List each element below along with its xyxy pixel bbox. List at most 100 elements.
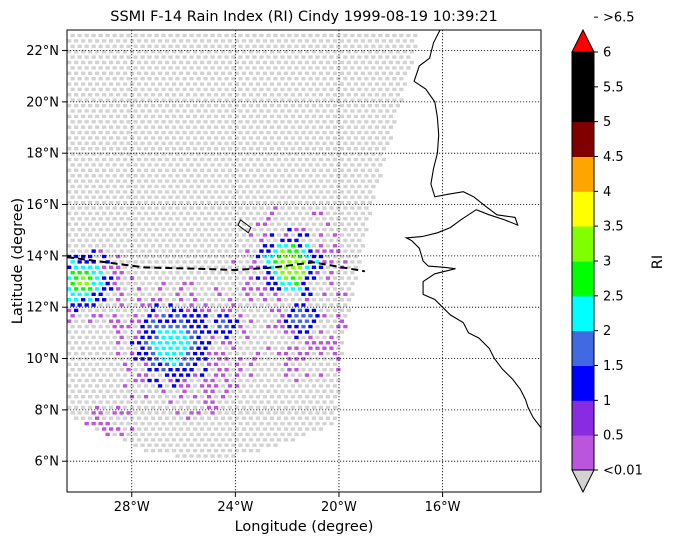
swath-pixel [329,217,334,221]
swath-pixel [189,152,194,156]
swath-pixel [157,157,163,162]
swath-pixel [273,335,278,340]
swath-pixel [329,174,334,178]
swath-pixel [287,314,292,318]
swath-pixel [336,314,341,318]
swath-pixel [346,103,351,108]
swath-pixel [122,157,128,162]
swath-pixel [245,227,250,232]
swath-pixel [206,200,212,205]
swath-pixel [102,147,107,151]
swath-pixel [109,298,114,302]
swath-pixel [311,265,317,269]
swath-pixel [175,378,180,383]
swath-pixel [245,152,250,156]
swath-pixel [95,427,100,431]
swath-pixel [350,163,355,167]
swath-pixel [259,77,264,81]
swath-pixel [262,308,268,313]
swath-pixel [192,60,198,65]
swath-pixel [252,335,257,340]
swath-pixel [220,50,226,54]
swath-pixel [102,373,107,377]
swath-pixel [276,147,282,151]
swath-pixel [105,109,110,113]
swath-pixel [276,233,282,237]
swath-pixel [182,66,187,70]
swath-pixel [227,39,233,43]
swath-pixel [336,303,341,307]
swath-pixel [318,395,324,399]
swath-pixel [325,351,331,356]
swath-pixel [206,308,212,313]
swath-pixel [224,77,229,81]
swath-pixel [234,114,240,119]
swath-pixel [224,443,229,447]
swath-pixel [109,254,114,259]
swath-pixel [126,357,131,361]
swath-pixel [234,308,240,313]
swath-pixel [308,400,313,404]
swath-pixel [388,136,393,140]
swath-pixel [364,174,369,178]
swath-pixel [196,378,201,383]
swath-pixel [325,200,331,205]
swath-pixel [343,152,348,156]
swath-pixel [133,346,138,350]
swath-pixel [332,71,338,75]
swath-pixel [276,103,282,108]
swath-pixel [318,39,324,43]
swath-pixel [315,77,320,81]
swath-pixel [245,130,250,135]
swath-pixel [136,395,142,399]
swath-pixel [294,324,299,329]
swath-pixel [224,195,229,199]
swath-pixel [217,238,222,243]
swath-pixel [91,44,96,48]
swath-pixel [245,314,250,318]
swath-pixel [248,200,254,205]
swath-pixel [360,222,365,226]
swath-pixel [259,411,264,415]
swath-pixel [238,174,243,178]
swath-pixel [168,87,173,92]
swath-pixel [234,427,240,431]
swath-pixel [224,368,229,372]
swath-pixel [252,314,257,318]
swath-pixel [112,389,117,393]
swath-pixel [318,265,324,269]
swath-pixel [339,287,344,291]
swath-pixel [343,66,348,70]
swath-pixel [102,157,107,162]
swath-pixel [287,66,292,70]
swath-pixel [224,55,229,59]
swath-pixel [304,362,310,366]
swath-pixel [266,400,271,404]
swath-pixel [175,389,180,393]
swath-pixel [252,55,257,59]
swath-pixel [178,319,184,323]
swath-pixel [381,50,386,54]
swath-pixel [182,195,187,199]
swath-pixel [273,421,278,426]
swath-pixel [185,211,191,216]
swath-pixel [213,211,219,216]
swath-pixel [119,44,124,48]
swath-pixel [294,303,299,307]
swath-pixel [255,60,261,65]
swath-pixel [210,378,215,383]
swath-pixel [109,125,114,129]
swath-pixel [136,93,142,97]
swath-pixel [150,319,156,323]
swath-pixel [231,44,236,48]
swath-pixel [353,136,358,140]
swath-pixel [77,87,82,92]
swath-pixel [112,271,117,275]
swath-pixel [112,346,117,350]
swath-pixel [262,179,268,183]
swath-pixel [311,384,317,388]
swath-pixel [112,109,117,113]
y-tick-label: 8°N [35,403,60,418]
swath-pixel [245,66,250,70]
swath-pixel [308,130,313,135]
